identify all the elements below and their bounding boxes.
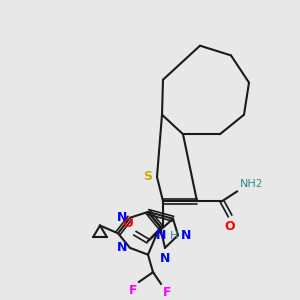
Text: S: S	[143, 170, 152, 183]
Text: N: N	[160, 252, 170, 265]
Text: H: H	[170, 231, 178, 242]
Text: O: O	[225, 220, 235, 233]
Text: N: N	[117, 242, 127, 254]
Text: NH: NH	[240, 178, 257, 189]
Text: 2: 2	[255, 178, 261, 189]
Text: O: O	[122, 218, 133, 230]
Text: N: N	[156, 230, 166, 242]
Text: N: N	[117, 211, 127, 224]
Text: N: N	[181, 229, 191, 242]
Text: F: F	[163, 286, 172, 299]
Text: F: F	[128, 284, 137, 297]
